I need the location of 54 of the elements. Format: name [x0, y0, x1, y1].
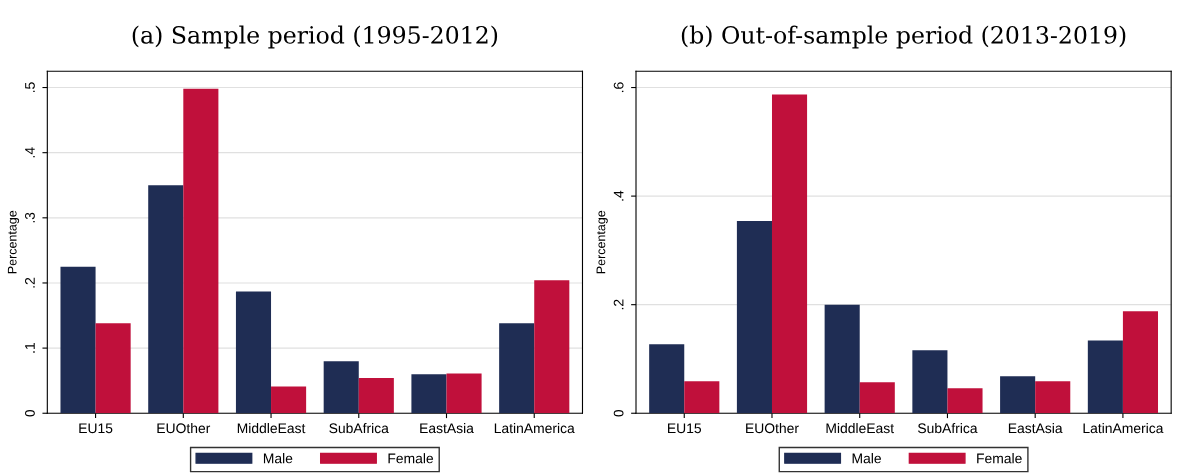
bar — [271, 386, 307, 414]
bar — [1122, 311, 1159, 414]
x-tick-label: SubAfrica — [329, 422, 389, 434]
bar — [1035, 381, 1071, 414]
bar — [534, 280, 570, 414]
bar — [235, 291, 272, 414]
x-tick-label: EastAsia — [1008, 422, 1063, 434]
x-tick-label: MiddleEast — [237, 422, 306, 434]
legend-label: Male — [263, 453, 293, 464]
bar — [1000, 376, 1036, 414]
bar — [824, 304, 860, 414]
x-tick-label: LatinAmerica — [1083, 422, 1164, 434]
bar — [771, 94, 808, 414]
y-tick-label: .2 — [25, 277, 35, 288]
bar — [95, 323, 131, 414]
bar — [859, 382, 895, 414]
bar — [411, 374, 447, 414]
bar — [60, 266, 96, 414]
y-tick-label: .5 — [25, 82, 35, 93]
chart-title: (a) Sample period (1995-2012) — [132, 25, 498, 49]
bar — [736, 221, 772, 414]
y-tick-label: .4 — [613, 190, 624, 201]
x-tick-label: SubAfrica — [917, 422, 978, 434]
x-tick-label: EUOther — [157, 422, 211, 434]
bar — [358, 378, 394, 414]
bar — [323, 361, 359, 414]
bar — [684, 381, 720, 414]
y-axis-title: Percentage — [7, 210, 20, 274]
y-tick-label: 0 — [25, 409, 35, 417]
y-tick-label: .4 — [25, 147, 35, 158]
bar — [148, 185, 184, 414]
y-tick-label: .6 — [613, 82, 624, 93]
legend-label: Female — [388, 453, 434, 464]
x-tick-label: MiddleEast — [826, 422, 894, 434]
bar — [183, 88, 219, 414]
legend-label: Male — [852, 453, 881, 464]
x-tick-label: EU15 — [79, 423, 113, 434]
bar — [446, 373, 482, 414]
bar — [1087, 340, 1123, 414]
bar — [912, 350, 948, 414]
chart-title: (b) Out-of-sample period (2013-2019) — [681, 25, 1126, 49]
bar — [947, 388, 983, 414]
legend-label: Female — [977, 453, 1022, 464]
y-tick-label: .3 — [25, 212, 35, 223]
x-tick-label: LatinAmerica — [494, 422, 575, 434]
y-tick-label: .1 — [25, 342, 35, 353]
y-tick-label: 0 — [613, 409, 624, 417]
x-tick-label: EUOther — [746, 422, 799, 434]
y-axis-title: Percentage — [596, 210, 608, 274]
x-tick-label: EastAsia — [420, 422, 474, 434]
y-tick-label: .2 — [613, 299, 624, 310]
bar — [499, 323, 535, 414]
x-tick-label: EU15 — [668, 423, 702, 434]
bar — [649, 344, 685, 414]
